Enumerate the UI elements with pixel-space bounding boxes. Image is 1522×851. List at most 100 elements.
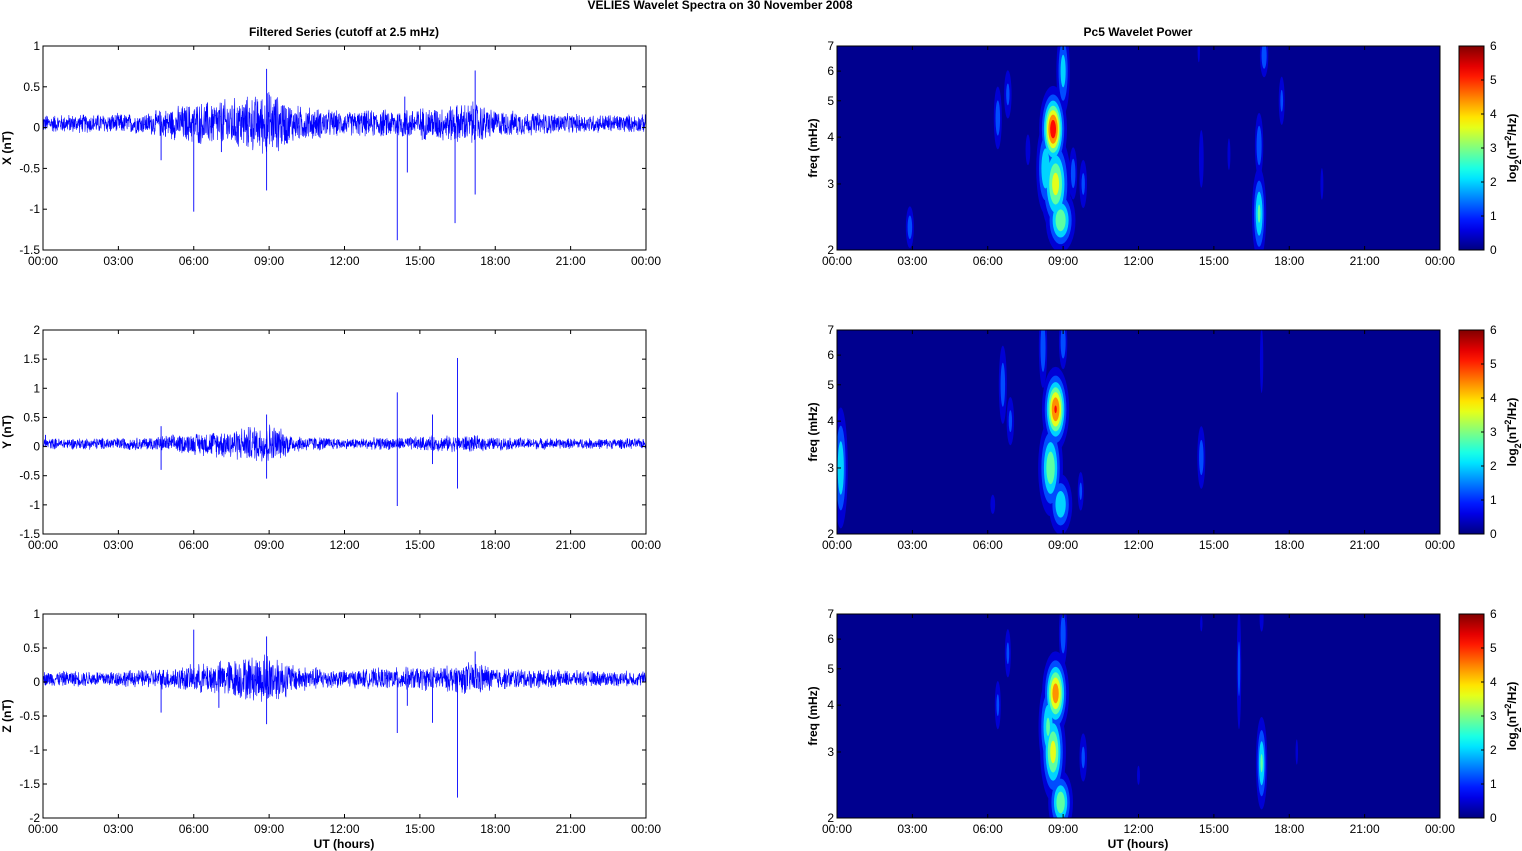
power-z-colorbar-label: 5 <box>1490 641 1497 655</box>
power-x-power-contour <box>1227 138 1231 171</box>
power-y-ytick-label: 2 <box>827 527 834 541</box>
power-x-power-contour <box>1256 125 1262 166</box>
power-x-power-contour <box>1280 89 1284 112</box>
series-z-ytick-label: -0.5 <box>19 709 40 723</box>
power-x-xtick-label: 00:00 <box>822 254 852 268</box>
power-y-power-contour <box>1040 330 1046 372</box>
power-z-power-contour <box>1295 739 1299 765</box>
power-z-power-contour <box>1056 791 1065 814</box>
series-y-ytick-label: 0 <box>33 440 40 454</box>
series-y-ytick-label: 1 <box>33 381 40 395</box>
power-z-ytick-label: 3 <box>827 745 834 759</box>
series-y-xtick-label: 09:00 <box>254 538 284 552</box>
series-y-xtick-label: 21:00 <box>556 538 586 552</box>
series-x-xtick-label: 06:00 <box>179 254 209 268</box>
series-x-ytick-label: 1 <box>33 39 40 53</box>
power-z-colorbar-label: 6 <box>1490 607 1497 621</box>
series-z-xtick-label: 00:00 <box>631 822 661 836</box>
power-y-power-contour <box>1008 410 1013 433</box>
power-x-xtick-label: 06:00 <box>973 254 1003 268</box>
power-x-power-contour <box>1052 172 1060 196</box>
power-z-xtick-label: 00:00 <box>822 822 852 836</box>
power-z-ytick-label: 6 <box>827 632 834 646</box>
colorbar-title-part: 2 <box>1503 136 1513 141</box>
power-x-power-contour <box>1198 130 1204 188</box>
power-x-colorbar <box>1458 45 1485 251</box>
power-y-xtick-label: 00:00 <box>822 538 852 552</box>
series-x-xtick-label: 00:00 <box>631 254 661 268</box>
series-y-trace <box>42 424 647 462</box>
series-z-xtick-label: 18:00 <box>480 822 510 836</box>
series-x-ytick-label: 0.5 <box>23 80 40 94</box>
power-z-ylabel: freq (mHz) <box>806 686 820 745</box>
power-y-power-contour <box>1199 439 1204 476</box>
power-z-xtick-label: 09:00 <box>1048 822 1078 836</box>
power-y-power-contour <box>1259 330 1264 393</box>
series-x-xtick-label: 18:00 <box>480 254 510 268</box>
power-x-ytick-label: 6 <box>827 64 834 78</box>
power-y-ytick-label: 4 <box>827 414 834 428</box>
series-y-xtick-label: 12:00 <box>329 538 359 552</box>
series-y-xtick-label: 00:00 <box>631 538 661 552</box>
power-x-power-contour <box>1060 54 1066 88</box>
series-y-xtick-label: 15:00 <box>405 538 435 552</box>
power-z-colorbar-label: 3 <box>1490 709 1497 723</box>
power-x-power-contour <box>1050 120 1057 139</box>
power-x-xtick-label: 12:00 <box>1123 254 1153 268</box>
series-y-background <box>43 330 646 534</box>
power-y-power-contour <box>1055 490 1066 518</box>
series-z-ytick-label: 0.5 <box>23 641 40 655</box>
power-z-ytick-label: 2 <box>827 811 834 825</box>
series-z-panel: 10.50-0.5-1-1.5-200:00 03:00 06:00 09:00 12:… <box>0 607 661 836</box>
power-x-blobs <box>905 46 1324 250</box>
series-z-xtick-label: 06:00 <box>179 822 209 836</box>
power-z-power-contour <box>1060 614 1066 654</box>
series-y-ytick-label: -0.5 <box>19 469 40 483</box>
series-z-ytick-label: -1 <box>29 743 40 757</box>
power-x-power-contour <box>1055 209 1066 232</box>
series-x-background <box>43 46 646 250</box>
power-y-colorbar-label: 2 <box>1490 459 1497 473</box>
series-y-ytick-label: 2 <box>33 323 40 337</box>
power-x-colorbar-label: 3 <box>1490 141 1497 155</box>
power-x-ylabel: freq (mHz) <box>806 118 820 177</box>
power-z-ytick-label: 5 <box>827 662 834 676</box>
power-y-power-contour <box>1000 362 1006 407</box>
power-x-panel: 2 3 4 5 6 7 00:00 03:00 06:00 09:00 12:00 15:00 18:0… <box>806 39 1522 268</box>
figure-suptitle: VELIES Wavelet Spectra on 30 November 20… <box>587 0 852 12</box>
series-z-ytick-label: 0 <box>33 675 40 689</box>
power-x-colorbar-label: 4 <box>1490 107 1497 121</box>
power-z-colorbar-label: 2 <box>1490 743 1497 757</box>
power-y-colorbar-label: 6 <box>1490 323 1497 337</box>
power-z-xtick-label: 15:00 <box>1199 822 1229 836</box>
power-z-power-contour <box>1260 754 1263 773</box>
power-x-ytick-label: 3 <box>827 177 834 191</box>
power-z-colorbar-label: 1 <box>1490 777 1497 791</box>
series-x-xtick-label: 00:00 <box>28 254 58 268</box>
series-y-ytick-label: -1.5 <box>19 527 40 541</box>
power-z-colorbar-label: 0 <box>1490 811 1497 825</box>
power-z-background <box>837 614 1440 818</box>
power-z-power-contour <box>996 694 1000 717</box>
colorbar-title-part: log <box>1505 164 1519 182</box>
power-y-ytick-label: 3 <box>827 461 834 475</box>
series-x-xtick-label: 12:00 <box>329 254 359 268</box>
power-y-ytick-label: 6 <box>827 348 834 362</box>
power-x-power-contour <box>1081 173 1085 195</box>
colorbar-title-part: 2 <box>1503 704 1513 709</box>
power-x-ytick-label: 5 <box>827 94 834 108</box>
series-z-xtick-label: 00:00 <box>28 822 58 836</box>
power-y-power-contour <box>1079 482 1083 500</box>
power-y-power-contour <box>1060 330 1066 359</box>
power-z-panel: 2 3 4 5 6 7 00:00 03:00 06:00 09:00 12:00 15:00 18:0… <box>806 607 1522 836</box>
power-z-colorbar <box>1458 613 1485 819</box>
series-xlabel: UT (hours) <box>314 837 375 851</box>
colorbar-title-part: /Hz) <box>1505 398 1519 420</box>
series-y-xtick-label: 18:00 <box>480 538 510 552</box>
power-column-title: Pc5 Wavelet Power <box>1084 25 1193 39</box>
power-z-power-contour <box>1046 717 1050 736</box>
power-x-xtick-label: 03:00 <box>897 254 927 268</box>
series-y-xtick-label: 03:00 <box>103 538 133 552</box>
colorbar-title-part: 2 <box>1513 443 1522 448</box>
